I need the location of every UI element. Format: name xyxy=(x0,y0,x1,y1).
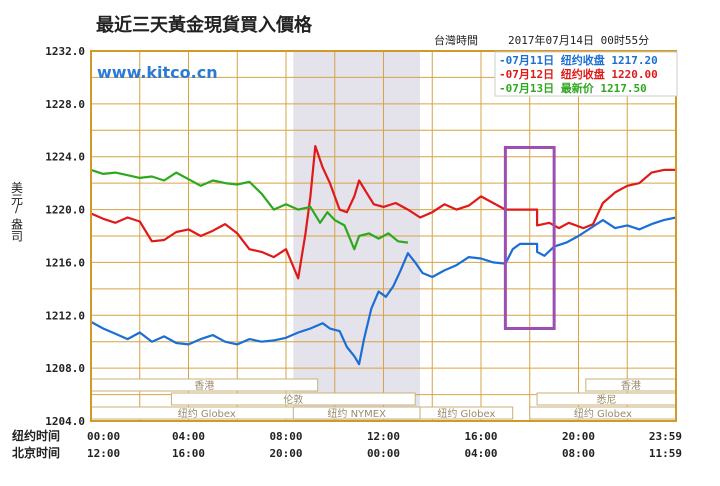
x-tick-label-ny: 16:00 xyxy=(464,430,497,443)
session-bar xyxy=(419,406,514,420)
series-line xyxy=(90,145,676,280)
y-axis-label-char: 盎 xyxy=(11,217,23,231)
timestamp: 2017年07月14日 00时55分 xyxy=(508,33,649,47)
x-tick-label-ny: 04:00 xyxy=(172,430,205,443)
session-label: 香港 xyxy=(194,380,214,392)
bj-time-row-label: 北京时间 xyxy=(12,445,60,460)
watermark-url: www.kitco.cn xyxy=(97,63,218,82)
legend-entry: -07月13日 最新价 1217.50 xyxy=(499,81,647,95)
y-axis-label: 美元/ 盎司 xyxy=(11,181,23,243)
x-tick-label-bj: 20:00 xyxy=(269,447,302,460)
y-tick-label: 1220.0 xyxy=(45,204,85,217)
plot-frame xyxy=(90,50,677,422)
x-tick-label-bj: 08:00 xyxy=(562,447,595,460)
y-axis-label-char: 元 xyxy=(11,193,23,207)
y-tick-label: 1232.0 xyxy=(45,45,85,58)
ny-time-row-label: 纽约时间 xyxy=(12,428,60,443)
session-bar xyxy=(170,392,416,406)
highlight-box xyxy=(503,145,556,330)
x-tick-label-bj: 12:00 xyxy=(87,447,120,460)
x-tick-label-bj: 04:00 xyxy=(464,447,497,460)
session-label: 悉尼 xyxy=(597,394,617,406)
x-tick-label-ny: 00:00 xyxy=(87,430,120,443)
series-line xyxy=(90,216,677,366)
legend: -07月11日 纽约收盘 1217.20-07月12日 纽约收盘 1220.00… xyxy=(494,51,678,97)
series-line xyxy=(90,168,409,251)
y-tick-label: 1228.0 xyxy=(45,98,85,111)
y-axis-label-char: 司 xyxy=(11,229,23,243)
x-tick-label-ny: 20:00 xyxy=(562,430,595,443)
session-label: 纽约 Globex xyxy=(437,407,495,420)
y-axis-label-char: 美 xyxy=(11,181,23,195)
timestamp-label: 台灣時間 xyxy=(434,33,478,47)
legend-entry: -07月12日 纽约收盘 1220.00 xyxy=(499,67,658,81)
x-tick-label-bj: 16:00 xyxy=(172,447,205,460)
session-label: 纽约 NYMEX xyxy=(327,407,386,420)
y-tick-label: 1212.0 xyxy=(45,309,85,322)
x-tick-label-ny: 12:00 xyxy=(367,430,400,443)
x-tick-label-ny: 23:59 xyxy=(649,430,682,443)
chart-title: 最近三天黃金現貨買入價格 xyxy=(96,14,313,36)
x-tick-label-ny: 08:00 xyxy=(269,430,302,443)
legend-frame xyxy=(494,51,678,97)
y-tick-label: 1208.0 xyxy=(45,362,85,375)
y-axis-label-char: / xyxy=(15,201,20,215)
x-tick-label-bj: 11:59 xyxy=(649,447,682,460)
x-tick-label-bj: 00:00 xyxy=(367,447,400,460)
legend-entry: -07月11日 纽约收盘 1217.20 xyxy=(499,53,658,67)
session-label: 纽约 Globex xyxy=(178,407,236,420)
y-tick-label: 1224.0 xyxy=(45,151,85,164)
session-label: 香港 xyxy=(621,380,641,392)
session-label: 伦敦 xyxy=(283,393,303,406)
y-tick-label: 1204.0 xyxy=(45,415,85,428)
y-tick-label: 1216.0 xyxy=(45,256,85,269)
session-label: 纽约 Globex xyxy=(574,407,632,420)
